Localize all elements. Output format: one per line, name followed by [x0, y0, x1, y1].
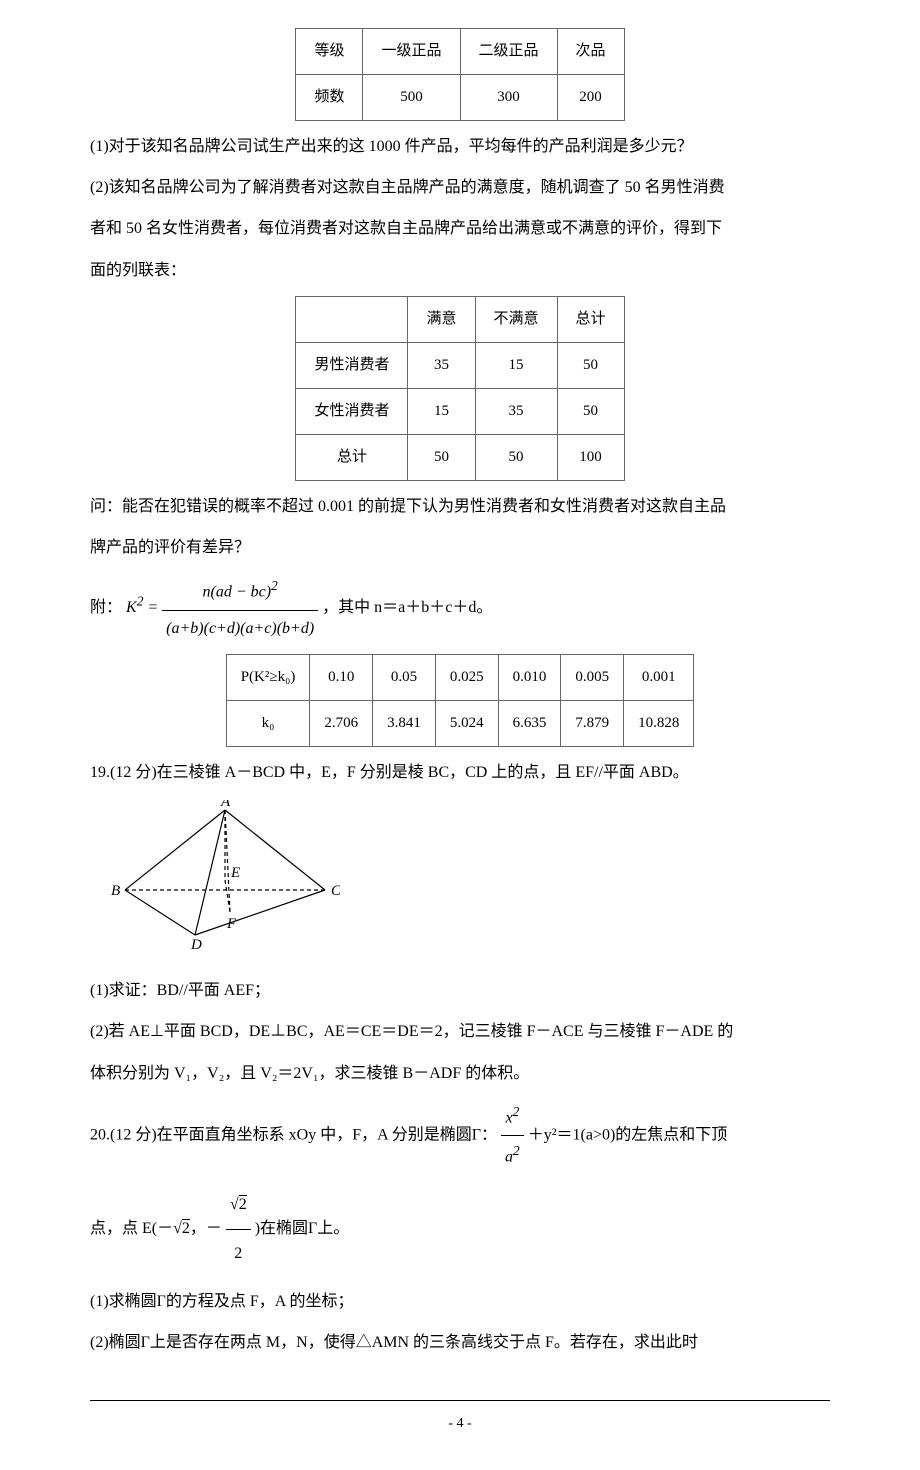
q1-ask2: 牌产品的评价有差异？ [90, 530, 830, 565]
t1-h1: 一级正品 [363, 29, 460, 75]
q1-part2b: 者和 50 名女性消费者，每位消费者对这款自主品牌产品给出满意或不满意的评价，得… [90, 211, 830, 246]
q1-part2a: (2)该知名品牌公司为了解消费者对这款自主品牌产品的满意度，随机调查了 50 名… [90, 170, 830, 205]
t2-r1c3: 50 [557, 388, 624, 434]
t3-r1c3: 5.024 [435, 700, 498, 746]
svg-text:D: D [190, 937, 202, 950]
t1-r0: 频数 [296, 75, 363, 121]
t3-r1c4: 6.635 [498, 700, 561, 746]
q20-line2: 点，点 E(－√2，－ √2 2 )在椭圆Γ上。 [90, 1181, 830, 1278]
t2-r2c0: 总计 [296, 434, 408, 480]
t1-r1: 500 [363, 75, 460, 121]
page-footer: - 4 - [90, 1400, 830, 1440]
page-number: - 4 - [448, 1416, 471, 1431]
q1-ask1: 问：能否在犯错误的概率不超过 0.001 的前提下认为男性消费者和女性消费者对这… [90, 489, 830, 524]
t3-r0c3: 0.025 [435, 654, 498, 700]
sqrt2-1-val: 2 [182, 1219, 190, 1237]
half-sqrt2-num: 2 [239, 1195, 247, 1213]
q20-part1: (1)求椭圆Γ的方程及点 F，A 的坐标； [90, 1284, 830, 1319]
q20-line2c: )在椭圆Γ上。 [255, 1220, 350, 1237]
t2-r0c2: 15 [475, 342, 557, 388]
t3-r0c0: P(K²≥k₀) [226, 654, 310, 700]
tetrahedron-svg: A B C D E F [110, 800, 340, 950]
q1-part1: (1)对于该知名品牌公司试生产出来的这 1000 件产品，平均每件的产品利润是多… [90, 129, 830, 164]
q20-part2: (2)椭圆Γ上是否存在两点 M，N，使得△AMN 的三条高线交于点 F。若存在，… [90, 1325, 830, 1360]
k2-num: n(ad − bc) [203, 583, 272, 600]
k2-formula: K 2 = n(ad − bc)2 (a+b)(c+d)(a+c)(b+d) [126, 571, 318, 646]
t3-r1c5: 7.879 [561, 700, 624, 746]
q20-line1b: ＋y²＝1(a>0)的左焦点和下顶 [528, 1126, 728, 1143]
sqrt2-1: √2 [173, 1205, 190, 1253]
svg-text:F: F [226, 916, 237, 932]
k2-den: (a+b)(c+d)(a+c)(b+d) [162, 611, 318, 646]
q20-line1: 20.(12 分)在平面直角坐标系 xOy 中，F，A 分别是椭圆Γ： x2 a… [90, 1097, 830, 1175]
t3-r0c1: 0.10 [310, 654, 373, 700]
t2-h3: 总计 [557, 296, 624, 342]
q20-line2a: 点，点 E(－ [90, 1220, 173, 1237]
t2-h2: 不满意 [475, 296, 557, 342]
attach-tail: ，其中 n＝a＋b＋c＋d。 [322, 599, 492, 616]
q20-frac-num: x [505, 1109, 512, 1126]
q19-title: 19.(12 分)在三棱锥 A－BCD 中，E，F 分别是棱 BC，CD 上的点… [90, 755, 830, 790]
t2-r0c1: 35 [408, 342, 475, 388]
q19-part2a: (2)若 AE⊥平面 BCD，DE⊥BC，AE＝CE＝DE＝2，记三棱锥 F－A… [90, 1014, 830, 1049]
t1-r3: 200 [557, 75, 624, 121]
t2-h1: 满意 [408, 296, 475, 342]
t2-r1c2: 35 [475, 388, 557, 434]
k2-K: K [126, 599, 137, 616]
q20-frac-den: a [505, 1149, 513, 1166]
q19-part1: (1)求证：BD//平面 AEF； [90, 973, 830, 1008]
t2-r2c3: 100 [557, 434, 624, 480]
t2-r0c3: 50 [557, 342, 624, 388]
t1-h2: 二级正品 [460, 29, 557, 75]
q20-line1a: 20.(12 分)在平面直角坐标系 xOy 中，F，A 分别是椭圆Γ： [90, 1126, 497, 1143]
q20-frac-num-sup: 2 [513, 1104, 520, 1119]
q20-frac-den-sup: 2 [513, 1143, 520, 1158]
q20-line2b: ，－ [190, 1220, 222, 1237]
critical-value-table: P(K²≥k₀) 0.10 0.05 0.025 0.010 0.005 0.0… [226, 654, 695, 747]
q1-part2c: 面的列联表： [90, 253, 830, 288]
t3-r1c1: 2.706 [310, 700, 373, 746]
attach-label: 附： [90, 599, 122, 616]
t2-r1c0: 女性消费者 [296, 388, 408, 434]
grade-frequency-table: 等级 一级正品 二级正品 次品 频数 500 300 200 [295, 28, 624, 121]
t2-r2c2: 50 [475, 434, 557, 480]
t1-r2: 300 [460, 75, 557, 121]
t3-r1c2: 3.841 [373, 700, 436, 746]
t2-r0c0: 男性消费者 [296, 342, 408, 388]
t1-h0: 等级 [296, 29, 363, 75]
t3-r0c4: 0.010 [498, 654, 561, 700]
half-sqrt2-den: 2 [226, 1230, 251, 1278]
svg-text:B: B [111, 883, 120, 899]
q19-part2b: 体积分别为 V₁，V₂，且 V₂＝2V₁，求三棱锥 B－ADF 的体积。 [90, 1056, 830, 1091]
t3-r0c2: 0.05 [373, 654, 436, 700]
t3-r0c6: 0.001 [624, 654, 694, 700]
t3-r1c6: 10.828 [624, 700, 694, 746]
t2-r2c1: 50 [408, 434, 475, 480]
svg-text:E: E [230, 865, 240, 881]
q20-frac: x2 a2 [501, 1097, 524, 1175]
k2-fraction: n(ad − bc)2 (a+b)(c+d)(a+c)(b+d) [162, 571, 318, 646]
t1-h3: 次品 [557, 29, 624, 75]
t2-r1c1: 15 [408, 388, 475, 434]
satisfaction-table: 满意 不满意 总计 男性消费者 35 15 50 女性消费者 15 35 50 … [295, 296, 624, 481]
k2-num-sup: 2 [271, 578, 278, 593]
svg-text:A: A [220, 800, 231, 810]
t3-r0c5: 0.005 [561, 654, 624, 700]
k2-eq: = [143, 599, 162, 616]
svg-text:C: C [331, 883, 340, 899]
half-sqrt2: √2 2 [226, 1181, 251, 1278]
t3-r1c0: k₀ [226, 700, 310, 746]
tetrahedron-diagram: A B C D E F [110, 800, 830, 963]
t2-h0 [296, 296, 408, 342]
attach-formula-line: 附： K 2 = n(ad − bc)2 (a+b)(c+d)(a+c)(b+d)… [90, 571, 830, 646]
